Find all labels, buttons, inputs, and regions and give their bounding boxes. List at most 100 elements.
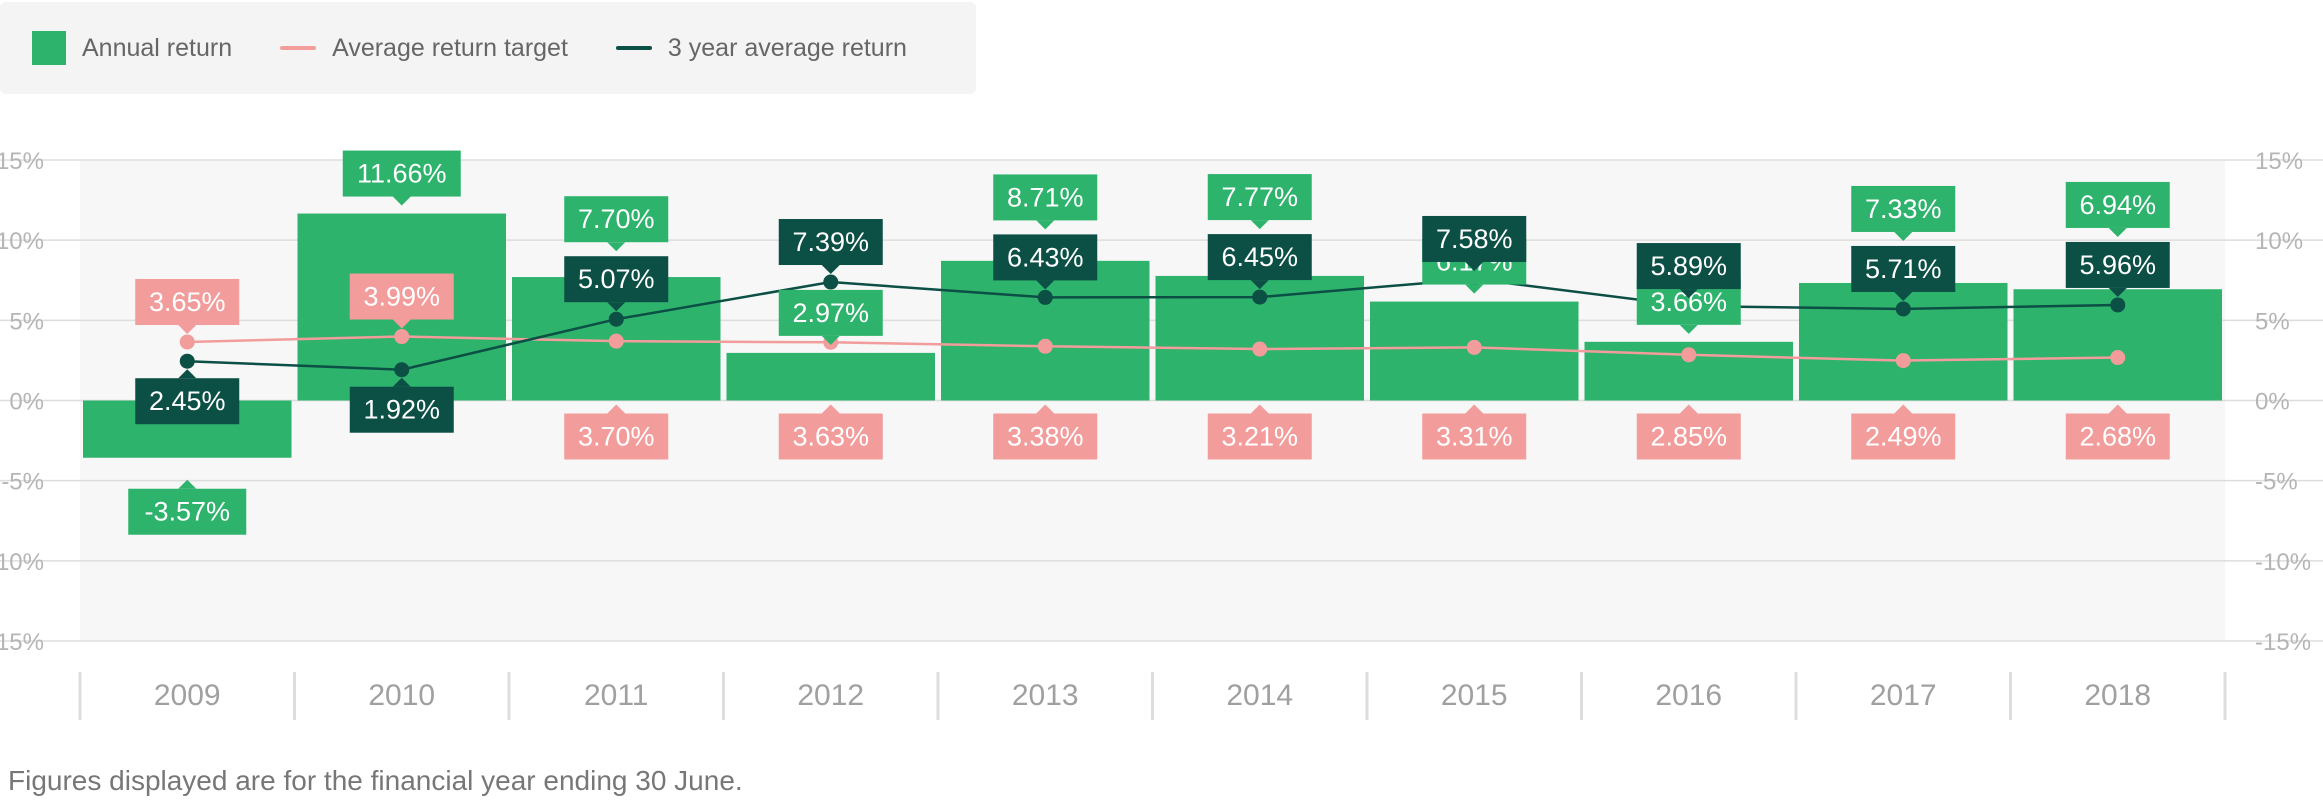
target-value-label: 3.21% [1221,422,1298,452]
avg3-value-label-pointer [1036,280,1055,290]
avg3-value-label-pointer [607,302,626,312]
avg3-value-label-box [564,256,669,303]
avg3-point [2110,297,2126,313]
y-tick-label-left: -10% [0,549,44,576]
target-point [1037,338,1053,354]
target-value-label-box [2065,413,2170,460]
target-value-label: 3.38% [1007,422,1084,452]
legend-label: Average return target [332,33,568,62]
target-value-label-pointer [607,404,626,414]
y-tick-label-left: -15% [0,629,44,656]
x-tick-label: 2011 [584,679,649,712]
target-value-label-pointer [1894,404,1913,414]
avg3-value-label-pointer [392,377,411,387]
target-value-label: 3.65% [149,287,226,317]
bar-value-label: -3.57% [144,497,230,527]
avg3-value-label-box [135,378,240,425]
target-line [187,335,2118,362]
chart-legend: Annual return Average return target 3 year… [0,2,976,94]
target-value-label: 3.99% [363,282,440,312]
y-tick-label-left: -5% [1,469,44,496]
avg3-value-label-pointer [2108,287,2127,297]
target-value-label-box [993,413,1098,460]
target-value-label: 3.31% [1436,422,1513,452]
bar-value-label: 11.66% [357,159,447,189]
target-value-label-box [1636,413,1741,460]
bar-value-label: 7.77% [1221,182,1298,212]
target-value-label-pointer [2108,404,2127,414]
y-tick-label-left: 5% [9,308,44,335]
legend-swatch-line [615,46,652,50]
avg3-point [823,274,839,290]
y-tick-label-right: -15% [2255,629,2311,656]
target-value-label-pointer [1465,404,1484,414]
target-point [179,334,195,350]
bar-value-label: 8.71% [1007,182,1084,212]
legend-swatch-line [280,46,317,50]
avg3-value-label-box [1207,234,1312,281]
target-value-label-box [1422,413,1527,460]
y-tick-label-right: 0% [2255,389,2290,416]
bar-value-label-pointer [1250,220,1269,230]
bar-value-label-box [993,174,1098,221]
bar-value-label-box [1851,185,1956,232]
avg3-value-label-pointer [178,369,197,379]
avg3-value-label-box [2065,241,2170,288]
y-tick-label-right: -10% [2255,549,2311,576]
x-tick-label: 2012 [797,679,864,712]
target-value-label-pointer [178,324,197,334]
bar-value-label-pointer [392,196,411,206]
bar-value-label-pointer [821,335,840,345]
target-value-label-box [135,278,240,325]
avg3-point [179,353,195,369]
bar-value-label-pointer [1036,220,1055,230]
x-tick-label: 2017 [1870,679,1937,712]
target-point [1466,339,1482,355]
target-value-label-pointer [392,319,411,329]
avg3-point [394,362,410,378]
avg3-point [1895,301,1911,317]
y-tick-label-right: -5% [2255,469,2298,496]
y-tick-label-right: 5% [2255,308,2290,335]
bar-value-label: 6.94% [2079,190,2156,220]
bar-value-label-pointer [2108,227,2127,237]
avg3-value-label-pointer [821,265,840,275]
avg3-value-label: 5.71% [1865,254,1942,284]
avg3-value-label-box [1851,245,1956,292]
target-point [1895,353,1911,369]
bar-value-label: 7.33% [1865,194,1942,224]
avg3-line [187,277,2118,371]
legend-swatch-box [32,31,66,65]
x-tick-label: 2018 [2084,679,2151,712]
avg3-value-label-pointer [1250,280,1269,290]
avg3-value-label: 5.96% [2079,250,2156,280]
target-value-label-pointer [1250,404,1269,414]
avg3-point [1252,289,1268,305]
x-tick-label: 2014 [1226,679,1293,712]
target-value-label-box [1851,413,1956,460]
bar-value-label-pointer [1679,324,1698,334]
avg3-value-label: 6.45% [1221,242,1298,272]
legend-label: Annual return [82,33,233,62]
avg3-value-label-box [778,219,883,266]
avg3-value-label: 7.39% [792,227,869,257]
bar-value-label-pointer [1465,284,1484,294]
y-tick-label-left: 10% [0,228,44,255]
target-value-label: 3.70% [578,422,655,452]
avg3-value-label-box [993,234,1098,281]
y-tick-label-right: 15% [2255,148,2303,175]
target-value-label-box [349,273,454,320]
x-tick-label: 2010 [368,679,435,712]
avg3-value-label-pointer [1894,291,1913,301]
avg3-value-label: 2.45% [149,386,226,416]
bar-value-label-pointer [178,479,197,489]
target-point [1681,347,1697,363]
legend-item: Annual return [32,31,232,65]
y-tick-label-right: 10% [2255,228,2303,255]
legend-label: 3 year average return [667,33,907,62]
avg3-value-label: 6.43% [1007,242,1084,272]
x-tick-label: 2013 [1012,679,1079,712]
target-value-label-pointer [1679,404,1698,414]
target-value-label: 2.49% [1865,422,1942,452]
target-point [608,333,624,349]
